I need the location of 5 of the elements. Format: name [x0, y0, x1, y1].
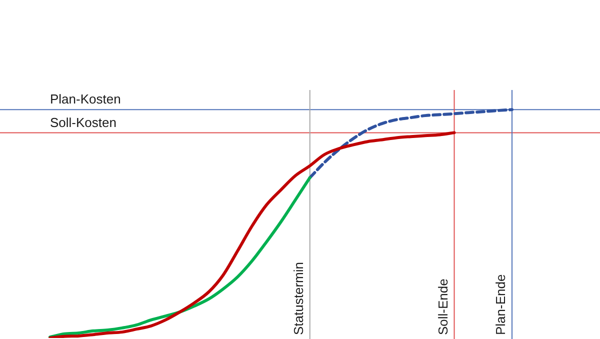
annotation: Soll-Ende [435, 278, 450, 335]
ref-line-label: Plan-Kosten [50, 92, 121, 107]
annotation: Statustermin [290, 262, 306, 335]
ref-line-label: Soll-Kosten [50, 114, 116, 130]
annotation: Plan-Ende [493, 274, 508, 335]
